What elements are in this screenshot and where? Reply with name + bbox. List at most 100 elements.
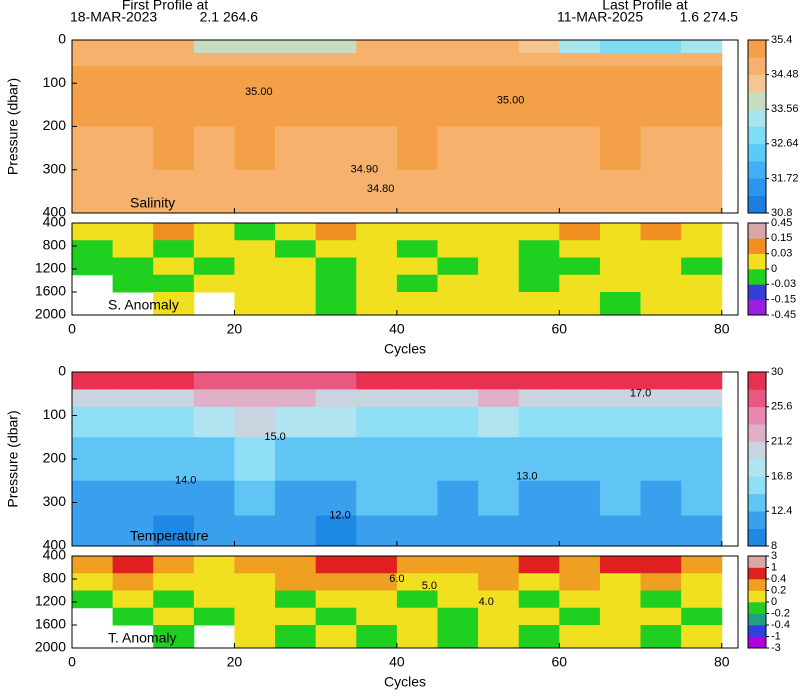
heat-cell xyxy=(275,515,317,547)
heat-cell xyxy=(356,240,398,258)
heat-cell xyxy=(396,240,438,258)
colorbar-swatch xyxy=(748,91,766,110)
heat-cell xyxy=(559,437,601,482)
heat-cell xyxy=(315,240,357,258)
heat-cell xyxy=(356,126,398,171)
heat-cell xyxy=(640,590,682,609)
heat-cell xyxy=(640,292,682,316)
heat-cell xyxy=(72,91,114,127)
heat-cell xyxy=(356,573,398,591)
heat-cell xyxy=(315,126,357,171)
heat-cell xyxy=(518,240,560,258)
heat-cell xyxy=(640,126,682,171)
heat-cell xyxy=(112,65,154,93)
colorbar-label: 0.45 xyxy=(771,217,792,229)
heat-cell xyxy=(193,91,235,127)
heat-cell xyxy=(396,257,438,276)
x-tick-label: 40 xyxy=(389,321,405,337)
heat-cell xyxy=(275,52,317,67)
heat-cell xyxy=(640,52,682,67)
heat-cell xyxy=(478,126,520,171)
y-tick-label: 2000 xyxy=(35,306,66,322)
heat-cell xyxy=(356,480,398,517)
heat-cell xyxy=(234,437,276,482)
heat-cell xyxy=(315,257,357,276)
heat-cell xyxy=(640,274,682,293)
heat-cell xyxy=(112,389,154,408)
heat-cell xyxy=(234,556,276,574)
heat-cell xyxy=(437,372,479,390)
heat-cell xyxy=(681,480,723,517)
colorbar-label: 1 xyxy=(771,561,777,573)
heat-cell xyxy=(478,65,520,93)
colorbar-label: 0 xyxy=(771,596,777,608)
contour-label: 14.0 xyxy=(175,475,196,487)
heat-cell xyxy=(437,65,479,93)
heat-cell xyxy=(559,223,601,241)
heat-cell xyxy=(599,292,642,316)
heat-cell xyxy=(72,480,114,517)
colorbar-swatch xyxy=(748,476,766,495)
heat-cell xyxy=(437,240,479,258)
heat-cell xyxy=(478,257,520,276)
heat-cell xyxy=(681,292,723,316)
heat-cell xyxy=(356,372,398,390)
heat-cell xyxy=(681,590,723,609)
colorbar-swatch xyxy=(748,424,766,442)
heat-cell xyxy=(681,406,723,438)
panel-label: T. Anomaly xyxy=(108,630,176,646)
heat-cell xyxy=(234,573,276,591)
heat-cell xyxy=(234,406,276,438)
colorbar-swatch xyxy=(748,126,766,145)
heat-cell xyxy=(518,126,560,171)
heat-cell xyxy=(681,52,723,67)
heat-cell xyxy=(315,607,357,626)
x-tick-label: 0 xyxy=(68,654,76,670)
heat-cell xyxy=(72,515,114,547)
heat-cell xyxy=(153,625,195,649)
heat-cell xyxy=(478,515,520,547)
heat-cell xyxy=(356,590,398,609)
heat-cell xyxy=(153,274,195,293)
heat-cell xyxy=(234,389,276,408)
heat-cell xyxy=(112,169,154,214)
heat-cell xyxy=(437,52,479,67)
heat-cell xyxy=(518,65,560,93)
contour-label: 12.0 xyxy=(329,509,350,521)
contour-label: 13.0 xyxy=(516,470,537,482)
y-tick-label: 300 xyxy=(43,493,67,509)
y-tick-label: 400 xyxy=(43,547,67,563)
heat-cell xyxy=(518,437,560,482)
heat-cell xyxy=(599,406,642,438)
heat-cell xyxy=(559,91,601,127)
heat-cell xyxy=(153,52,195,67)
heat-cell xyxy=(518,389,560,408)
last-pos: 1.6 274.5 xyxy=(680,9,739,25)
heat-cell xyxy=(315,223,357,241)
heat-cell xyxy=(275,292,317,316)
x-axis-label: Cycles xyxy=(384,341,426,357)
heat-cell xyxy=(599,91,642,127)
heat-cell xyxy=(437,389,479,408)
heat-cell xyxy=(72,52,114,67)
colorbar-swatch xyxy=(748,567,766,580)
colorbar-label: 31.72 xyxy=(771,172,799,184)
heat-cell xyxy=(234,65,276,93)
heat-cell xyxy=(559,389,601,408)
heat-cell xyxy=(275,372,317,390)
heat-cell xyxy=(193,590,235,609)
heat-cell xyxy=(315,590,357,609)
heat-cell xyxy=(599,257,642,276)
contour-label: 6.0 xyxy=(389,573,404,585)
heat-cell xyxy=(193,372,235,390)
heat-cell xyxy=(275,240,317,258)
heat-cell xyxy=(681,389,723,408)
y-tick-label: 0 xyxy=(58,363,66,379)
heat-cell xyxy=(356,607,398,626)
heat-cell xyxy=(315,437,357,482)
y-tick-label: 800 xyxy=(43,237,67,253)
heat-cell xyxy=(72,257,114,276)
colorbar-swatch xyxy=(748,109,766,127)
panel-label: Temperature xyxy=(130,528,209,544)
heat-cell xyxy=(112,573,154,591)
